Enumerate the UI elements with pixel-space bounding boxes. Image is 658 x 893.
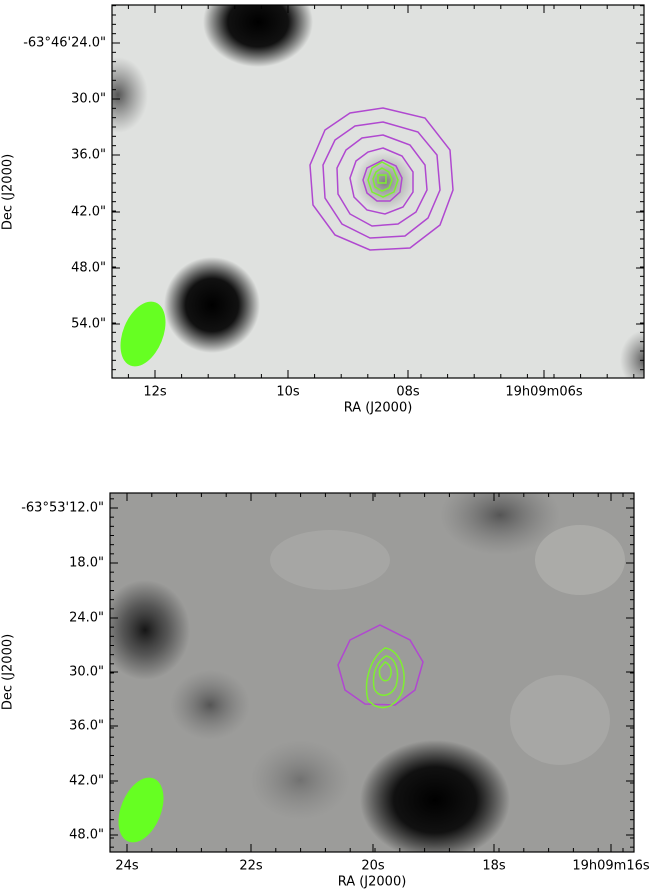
x-axis-label: RA (J2000) (338, 875, 407, 890)
y-tick-label: 48.0" (71, 261, 106, 276)
y-axis-label: Dec (J2000) (1, 154, 16, 230)
y-tick-label: 42.0" (71, 205, 106, 220)
x-axis-label: RA (J2000) (344, 401, 413, 416)
x-tick-label: 20s (361, 859, 385, 874)
image-2 (110, 493, 634, 852)
y-tick-label: -63°53'12.0" (21, 501, 104, 516)
x-tick-label: 10s (276, 385, 300, 400)
x-tick-label: 08s (396, 385, 420, 400)
x-tick-label: 22s (239, 859, 263, 874)
y-tick-label: 30.0" (69, 665, 104, 680)
y-tick-label: 36.0" (71, 148, 106, 163)
x-tick-label: 18s (482, 859, 506, 874)
image-1 (112, 5, 644, 378)
y-tick-label: 30.0" (71, 92, 106, 107)
y-tick-label: 48.0" (69, 828, 104, 843)
y-tick-label: 36.0" (69, 719, 104, 734)
y-tick-label: 18.0" (69, 556, 104, 571)
y-tick-label: 24.0" (69, 611, 104, 626)
y-tick-label: 42.0" (69, 774, 104, 789)
y-axis-label: Dec (J2000) (1, 634, 16, 710)
x-tick-label: 24s (115, 859, 139, 874)
x-tick-label: 19h09m06s (505, 385, 583, 400)
x-tick-label: 19h09m16s (572, 859, 650, 874)
y-tick-label: 54.0" (71, 317, 106, 332)
x-tick-label: 12s (143, 385, 167, 400)
y-tick-label: -63°46'24.0" (23, 36, 106, 51)
